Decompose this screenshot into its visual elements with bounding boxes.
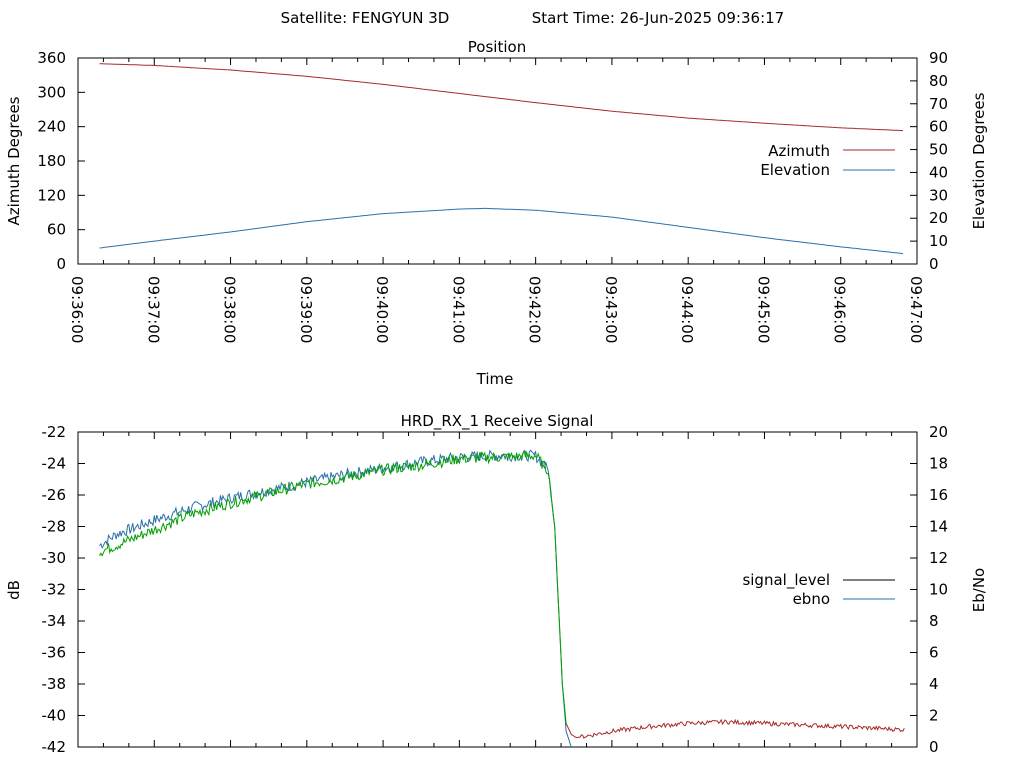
x-tick-label: 09:41:00 (449, 276, 467, 343)
y2-tick-label: 6 (929, 644, 939, 662)
y-tick-label: 240 (37, 118, 66, 136)
y2-tick-label: 80 (929, 72, 948, 90)
x-tick-label: 09:42:00 (526, 276, 544, 343)
series-line-elevation (99, 207, 904, 255)
y2-tick-label: 12 (929, 549, 948, 567)
y-tick-label: -40 (42, 707, 67, 725)
position-xlabel: Time (476, 370, 514, 388)
position-ylabel: Azimuth Degrees (5, 96, 23, 225)
y2-tick-label: 10 (929, 232, 948, 250)
position-chart: Position Azimuth Degrees Elevation Degre… (5, 38, 988, 388)
x-tick-label: 09:37:00 (144, 276, 162, 343)
y-tick-label: -26 (42, 486, 67, 504)
y2-tick-label: 4 (929, 675, 939, 693)
x-tick-label: 09:38:00 (221, 276, 239, 343)
legend-ebno-label: ebno (793, 590, 830, 608)
y2-tick-label: 50 (929, 141, 948, 159)
signal-plot-frame (77, 431, 918, 748)
y-tick-label: -34 (42, 612, 67, 630)
satellite-label: Satellite: FENGYUN 3D (281, 9, 450, 27)
y2-tick-label: 10 (929, 581, 948, 599)
y2-tick-label: 20 (929, 209, 948, 227)
y-tick-label: -30 (42, 549, 67, 567)
y-tick-label: 0 (56, 255, 66, 273)
signal-title: HRD_RX_1 Receive Signal (401, 412, 594, 431)
y-tick-label: -38 (42, 675, 67, 693)
signal-chart: HRD_RX_1 Receive Signal dB Eb/No -42 -40 -… (5, 412, 988, 756)
signal-y2label: Eb/No (970, 568, 988, 612)
y-tick-label: 120 (37, 186, 66, 204)
x-tick-label: 09:46:00 (831, 276, 849, 343)
position-legend: Azimuth Elevation (760, 142, 895, 179)
y2-tick-label: 70 (929, 95, 948, 113)
x-tick-label: 09:47:00 (907, 276, 925, 343)
y-tick-label: 180 (37, 152, 66, 170)
y-tick-label: -28 (42, 518, 67, 536)
y2-tick-label: 8 (929, 612, 939, 630)
y2-tick-label: 20 (929, 423, 948, 441)
position-y2label: Elevation Degrees (970, 92, 988, 229)
start-time-label: Start Time: 26-Jun-2025 09:36:17 (532, 9, 784, 27)
signal-legend: signal_level ebno (742, 571, 895, 608)
position-title: Position (468, 38, 526, 56)
x-tick-label: 09:44:00 (678, 276, 696, 343)
series-line-ebno (99, 449, 572, 748)
y2-tick-label: 90 (929, 49, 948, 67)
y-tick-label: -42 (42, 738, 67, 756)
y2-tick-label: 14 (929, 518, 948, 536)
legend-azimuth-label: Azimuth (768, 142, 830, 160)
x-tick-label: 09:36:00 (68, 276, 86, 343)
series-line-signal-level-tail (565, 718, 905, 740)
y-tick-label: 360 (37, 49, 66, 67)
legend-signal-level-label: signal_level (742, 571, 830, 590)
y2-tick-label: 30 (929, 186, 948, 204)
y-tick-label: -32 (42, 581, 67, 599)
y-tick-label: 300 (37, 83, 66, 101)
x-tick-label: 09:39:00 (297, 276, 315, 343)
y-tick-label: -36 (42, 644, 67, 662)
series-line-signal-level (99, 450, 567, 724)
signal-ylabel: dB (5, 580, 23, 600)
y2-tick-label: 16 (929, 486, 948, 504)
y-tick-label: -24 (42, 455, 67, 473)
y2-tick-label: 0 (929, 738, 939, 756)
x-tick-label: 09:40:00 (373, 276, 391, 343)
y2-tick-label: 40 (929, 163, 948, 181)
series-line-azimuth (99, 63, 904, 132)
y2-tick-label: 0 (929, 255, 939, 273)
x-tick-label: 09:45:00 (754, 276, 772, 343)
y2-tick-label: 60 (929, 118, 948, 136)
legend-elevation-label: Elevation (760, 161, 830, 179)
y-tick-label: -22 (42, 423, 67, 441)
y-tick-label: 60 (47, 221, 66, 239)
y2-tick-label: 2 (929, 707, 939, 725)
y2-tick-label: 18 (929, 455, 948, 473)
x-tick-label: 09:43:00 (602, 276, 620, 343)
